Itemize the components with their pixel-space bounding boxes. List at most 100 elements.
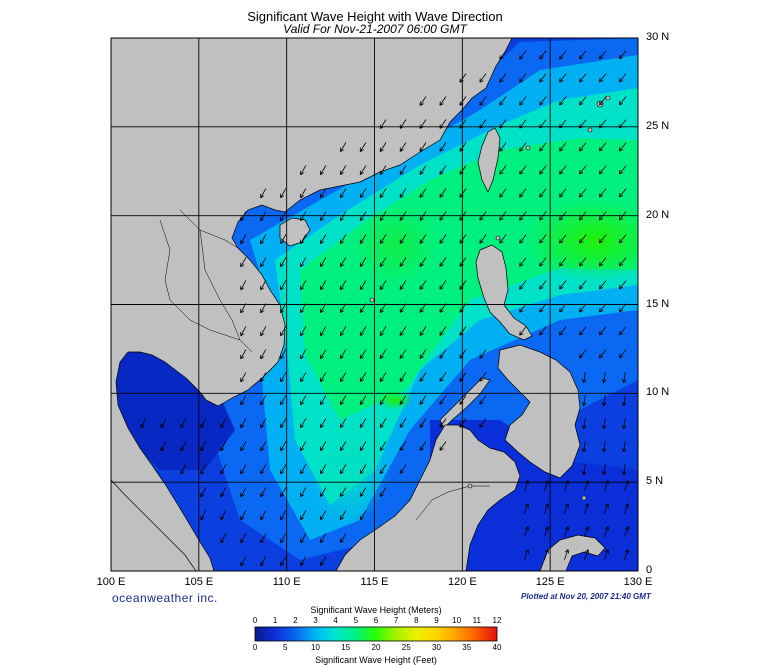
wave-direction-arrow — [240, 211, 247, 222]
wave-direction-arrow — [618, 188, 627, 198]
wave-direction-arrow — [621, 464, 627, 476]
wave-direction-arrow — [419, 211, 427, 221]
colorbar-feet-tick: 40 — [492, 643, 502, 652]
wave-direction-arrow — [300, 280, 307, 291]
wave-direction-arrow — [524, 503, 530, 514]
wave-direction-arrow — [280, 487, 287, 498]
wave-direction-arrow — [624, 480, 630, 491]
wave-direction-arrow — [599, 188, 607, 198]
wave-direction-arrow — [439, 188, 447, 198]
wave-direction-arrow — [579, 257, 587, 267]
wave-direction-arrow — [479, 418, 487, 428]
wave-direction-arrow — [260, 418, 267, 429]
wave-direction-arrow — [581, 395, 587, 407]
wave-direction-arrow — [419, 234, 427, 244]
wave-direction-arrow — [320, 211, 327, 222]
latitude-label: 25 N — [646, 119, 670, 132]
wave-direction-arrow — [439, 119, 447, 129]
colorbar-meter-tick: 11 — [472, 616, 481, 625]
wave-direction-arrow — [240, 349, 247, 360]
wave-direction-arrow — [519, 234, 527, 244]
wave-direction-arrow — [559, 234, 567, 244]
wave-direction-arrow — [260, 533, 267, 544]
wave-direction-arrow — [601, 372, 607, 384]
wave-direction-arrow — [539, 188, 547, 198]
wave-direction-arrow — [544, 503, 550, 514]
wave-direction-arrow — [280, 372, 287, 383]
wave-direction-arrow — [260, 280, 267, 291]
wave-direction-arrow — [399, 234, 407, 244]
wave-direction-arrow — [240, 510, 247, 521]
latitude-label: 30 N — [646, 31, 670, 43]
wave-direction-arrow — [320, 257, 327, 268]
wave-direction-arrow — [579, 280, 587, 290]
wave-direction-arrow — [260, 441, 267, 452]
wave-direction-arrow — [584, 526, 590, 537]
wave-direction-arrow — [621, 372, 627, 384]
wave-direction-arrow — [559, 280, 567, 290]
wave-direction-arrow — [300, 510, 307, 521]
wave-direction-arrow — [220, 441, 227, 452]
wave-direction-arrow — [599, 257, 607, 267]
wave-direction-arrow — [339, 280, 347, 291]
wave-direction-arrow — [539, 142, 547, 152]
wave-direction-arrow — [564, 480, 570, 491]
wave-direction-arrow — [240, 556, 247, 567]
wave-direction-arrow — [300, 556, 307, 567]
wave-direction-arrow — [439, 418, 447, 428]
colorbar-meter-tick: 4 — [333, 616, 338, 625]
wave-direction-arrow — [379, 418, 387, 428]
wave-direction-arrow — [499, 142, 507, 152]
wave-direction-arrow — [339, 142, 347, 153]
wave-direction-arrow — [379, 326, 387, 336]
longitude-label: 110 E — [272, 576, 301, 588]
land-china-indochina — [111, 38, 513, 571]
wave-direction-arrow — [499, 96, 507, 106]
wave-cyan-band — [310, 415, 390, 525]
wave-direction-arrow — [459, 303, 467, 313]
wave-direction-arrow — [559, 73, 567, 83]
wave-direction-arrow — [339, 234, 347, 245]
wave-direction-arrow — [260, 326, 267, 337]
wave-direction-arrow — [260, 234, 267, 245]
wave-direction-arrow — [300, 372, 307, 383]
wave-direction-arrow — [599, 50, 607, 60]
wave-direction-arrow — [300, 418, 307, 429]
wave-direction-arrow — [260, 556, 267, 567]
wave-direction-arrow — [399, 188, 407, 198]
wave-direction-arrow — [240, 395, 247, 406]
wave-direction-arrow — [200, 441, 207, 452]
wave-direction-arrow — [459, 372, 467, 382]
land-visayas-mindanao — [497, 344, 581, 479]
wave-direction-arrow — [240, 234, 247, 245]
colorbar-feet-title: Significant Wave Height (Feet) — [315, 655, 437, 665]
colorbar-feet-tick: 25 — [401, 643, 411, 652]
longitude-label: 105 E — [184, 576, 214, 588]
wave-direction-arrow — [220, 418, 227, 429]
colorbar-feet-tick: 20 — [371, 643, 381, 652]
wave-direction-arrow — [180, 464, 187, 475]
wave-direction-arrow — [601, 464, 607, 476]
colorbar-feet-tick: 5 — [283, 643, 288, 652]
colorbar-meter-tick: 9 — [434, 616, 439, 625]
wave-direction-arrow — [379, 349, 387, 359]
wave-direction-arrow — [459, 96, 467, 106]
colorbar-meter-tick: 1 — [272, 616, 278, 625]
wave-direction-arrow — [280, 280, 287, 291]
wave-direction-arrow — [300, 395, 307, 406]
wave-direction-arrow — [499, 234, 507, 244]
wave-direction-arrow — [260, 188, 267, 199]
wave-direction-arrow — [399, 165, 407, 175]
wave-direction-arrow — [359, 349, 367, 359]
wave-direction-arrow — [320, 165, 327, 176]
wave-direction-arrow — [280, 349, 287, 360]
wave-direction-arrow — [399, 119, 407, 129]
wave-direction-arrow — [539, 50, 547, 60]
wave-direction-arrow — [200, 464, 207, 475]
wave-direction-arrow — [359, 372, 367, 382]
wave-direction-arrow — [479, 372, 487, 382]
wave-direction-arrow — [419, 188, 427, 198]
borders — [159, 209, 490, 521]
wave-direction-arrow — [399, 142, 407, 152]
wave-direction-arrow — [260, 211, 267, 222]
